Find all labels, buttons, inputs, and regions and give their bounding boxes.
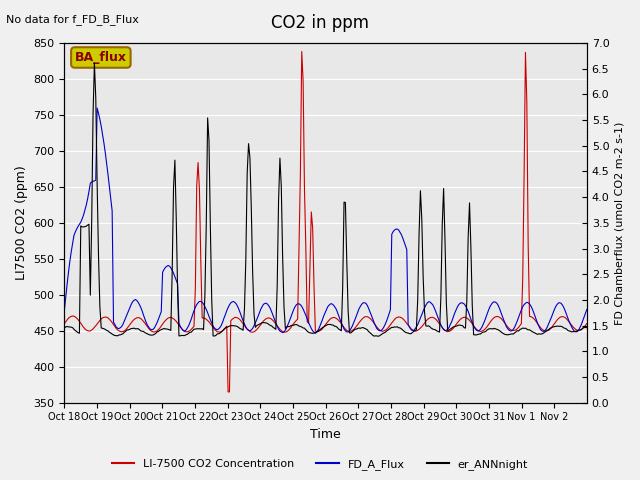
Text: No data for f_FD_B_Flux: No data for f_FD_B_Flux [6, 14, 140, 25]
Legend: LI-7500 CO2 Concentration, FD_A_Flux, er_ANNnight: LI-7500 CO2 Concentration, FD_A_Flux, er… [108, 455, 532, 474]
Text: BA_flux: BA_flux [75, 51, 127, 64]
Y-axis label: FD Chamberflux (umol CO2 m-2 s-1): FD Chamberflux (umol CO2 m-2 s-1) [615, 121, 625, 324]
Y-axis label: LI7500 CO2 (ppm): LI7500 CO2 (ppm) [15, 166, 28, 280]
Text: CO2 in ppm: CO2 in ppm [271, 14, 369, 33]
X-axis label: Time: Time [310, 428, 341, 441]
